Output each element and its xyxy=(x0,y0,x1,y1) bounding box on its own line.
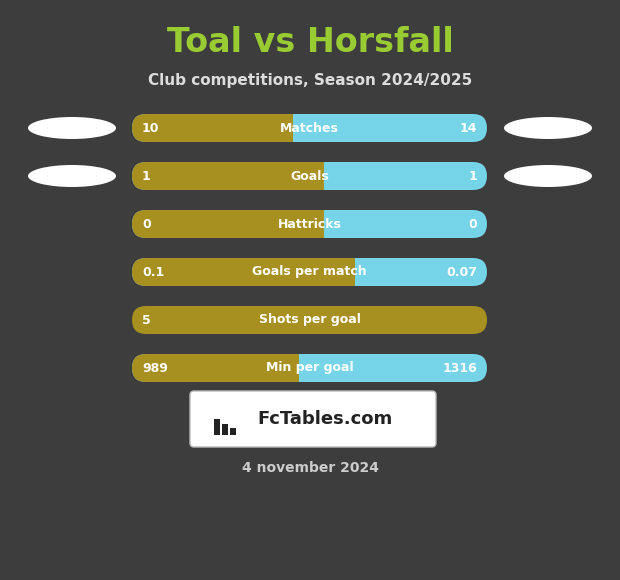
Ellipse shape xyxy=(504,117,592,139)
Ellipse shape xyxy=(504,165,592,187)
Text: 0: 0 xyxy=(468,218,477,230)
Bar xyxy=(280,114,293,142)
FancyBboxPatch shape xyxy=(132,210,324,238)
FancyBboxPatch shape xyxy=(132,162,324,190)
Text: 0.07: 0.07 xyxy=(446,266,477,278)
Bar xyxy=(309,162,324,190)
FancyBboxPatch shape xyxy=(132,258,487,286)
Bar xyxy=(222,424,228,435)
Text: 14: 14 xyxy=(459,121,477,135)
Bar xyxy=(230,428,236,435)
Text: 4 november 2024: 4 november 2024 xyxy=(242,461,378,475)
FancyBboxPatch shape xyxy=(132,114,293,142)
FancyBboxPatch shape xyxy=(190,391,436,447)
FancyBboxPatch shape xyxy=(132,210,487,238)
Ellipse shape xyxy=(28,117,116,139)
Bar xyxy=(342,258,355,286)
Text: 0.1: 0.1 xyxy=(142,266,164,278)
FancyBboxPatch shape xyxy=(132,306,487,334)
Text: Min per goal: Min per goal xyxy=(266,361,353,375)
Text: Toal vs Horsfall: Toal vs Horsfall xyxy=(167,26,453,59)
Text: 0: 0 xyxy=(142,218,151,230)
Bar xyxy=(309,210,324,238)
Text: 989: 989 xyxy=(142,361,168,375)
Text: Club competitions, Season 2024/2025: Club competitions, Season 2024/2025 xyxy=(148,72,472,88)
Text: 1: 1 xyxy=(142,169,151,183)
Text: FcTables.com: FcTables.com xyxy=(257,410,392,428)
FancyBboxPatch shape xyxy=(132,354,299,382)
Text: 10: 10 xyxy=(142,121,159,135)
Text: 1: 1 xyxy=(468,169,477,183)
FancyBboxPatch shape xyxy=(132,114,487,142)
Text: 5: 5 xyxy=(142,314,151,327)
Text: Goals per match: Goals per match xyxy=(252,266,367,278)
FancyBboxPatch shape xyxy=(132,354,487,382)
Text: Goals: Goals xyxy=(290,169,329,183)
Bar xyxy=(285,354,299,382)
FancyBboxPatch shape xyxy=(132,162,487,190)
Ellipse shape xyxy=(28,165,116,187)
Text: Shots per goal: Shots per goal xyxy=(259,314,360,327)
FancyBboxPatch shape xyxy=(132,258,355,286)
Bar xyxy=(214,419,220,435)
Text: Matches: Matches xyxy=(280,121,339,135)
Text: 1316: 1316 xyxy=(442,361,477,375)
Text: Hattricks: Hattricks xyxy=(278,218,342,230)
